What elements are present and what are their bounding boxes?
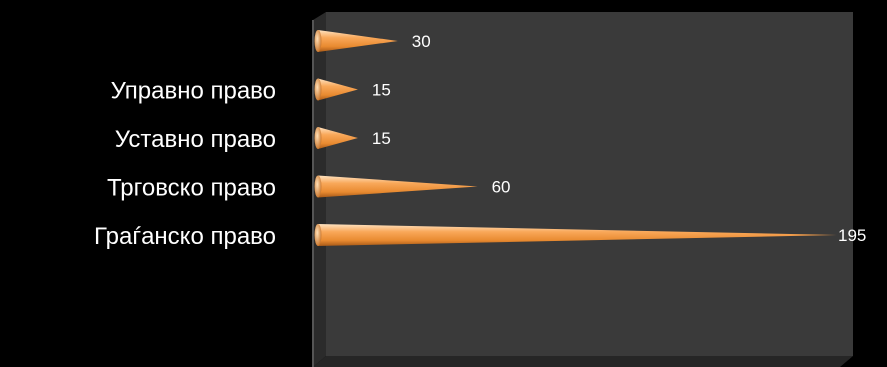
bar-0 xyxy=(318,30,398,52)
category-label-2: Уставно право xyxy=(115,126,276,153)
category-label-3: Трговско право xyxy=(107,175,276,202)
bar-base-2 xyxy=(314,127,322,149)
bar-3 xyxy=(318,175,478,198)
plot-floor xyxy=(313,356,853,367)
data-label-1: 15 xyxy=(372,81,391,100)
bar-2 xyxy=(318,127,358,149)
data-label-4: 195 xyxy=(838,226,866,245)
data-label-3: 60 xyxy=(492,178,511,197)
category-labels: Управно право Уставно право Трговско право… xyxy=(94,78,276,251)
plot-back-wall xyxy=(326,12,853,356)
bar-base-1 xyxy=(314,78,322,101)
data-label-2: 15 xyxy=(372,129,391,148)
data-labels: 30 15 15 60 195 xyxy=(372,32,866,245)
bar-series xyxy=(314,30,837,246)
plot-area xyxy=(312,12,853,367)
category-label-4: Граѓанско право xyxy=(94,223,276,250)
bar-1 xyxy=(318,78,358,101)
bar-base-4 xyxy=(314,224,322,246)
data-label-0: 30 xyxy=(412,32,431,51)
bar-base-3 xyxy=(314,175,322,198)
bar-base-0 xyxy=(314,30,322,52)
bar-4 xyxy=(318,224,837,246)
category-label-1: Управно право xyxy=(111,78,276,105)
